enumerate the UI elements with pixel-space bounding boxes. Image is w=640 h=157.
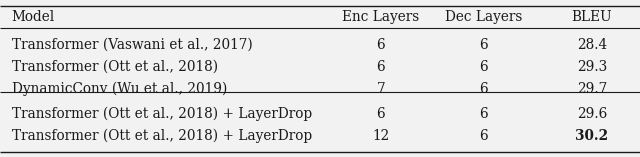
Text: 28.4: 28.4: [577, 38, 607, 52]
Text: Model: Model: [12, 10, 55, 24]
Text: Transformer (Vaswani et al., 2017): Transformer (Vaswani et al., 2017): [12, 38, 252, 52]
Text: 29.6: 29.6: [577, 107, 607, 121]
Text: DynamicConv (Wu et al., 2019): DynamicConv (Wu et al., 2019): [12, 81, 227, 96]
Text: 6: 6: [376, 38, 385, 52]
Text: 6: 6: [479, 129, 488, 143]
Text: 29.3: 29.3: [577, 60, 607, 74]
Text: 6: 6: [376, 107, 385, 121]
Text: Transformer (Ott et al., 2018) + LayerDrop: Transformer (Ott et al., 2018) + LayerDr…: [12, 129, 312, 143]
Text: 6: 6: [479, 38, 488, 52]
Text: 6: 6: [479, 82, 488, 96]
Text: 6: 6: [479, 60, 488, 74]
Text: BLEU: BLEU: [572, 10, 612, 24]
Text: Enc Layers: Enc Layers: [342, 10, 419, 24]
Text: Dec Layers: Dec Layers: [445, 10, 522, 24]
Text: Transformer (Ott et al., 2018): Transformer (Ott et al., 2018): [12, 60, 218, 74]
Text: 29.7: 29.7: [577, 82, 607, 96]
Text: 6: 6: [479, 107, 488, 121]
Text: Transformer (Ott et al., 2018) + LayerDrop: Transformer (Ott et al., 2018) + LayerDr…: [12, 107, 312, 121]
Text: 12: 12: [372, 129, 389, 143]
Text: 6: 6: [376, 60, 385, 74]
Text: 7: 7: [376, 82, 385, 96]
Text: 30.2: 30.2: [575, 129, 609, 143]
